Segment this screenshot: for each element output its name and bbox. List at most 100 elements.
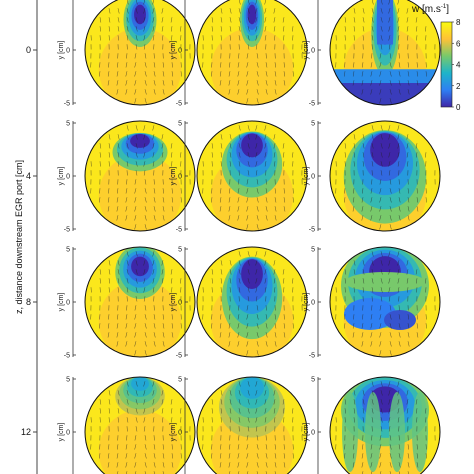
pipe-wall [196, 0, 308, 106]
velocity-arrow [135, 426, 138, 432]
y-tick-label: 0 [66, 300, 70, 307]
y-tick-label: -5 [64, 227, 70, 234]
velocity-arrow [107, 332, 110, 338]
panel-r0-c2: 5 0 -5 y [cm] [303, 0, 441, 108]
velocity-arrow [211, 17, 214, 23]
velocity-arrow [161, 8, 164, 14]
velocity-arrow [180, 26, 182, 32]
velocity-arrow [282, 269, 285, 275]
velocity-arrow [247, 35, 250, 41]
velocity-arrow [362, 314, 364, 320]
velocity-arrow [398, 80, 401, 86]
velocity-arrow [256, 453, 259, 459]
velocity-arrow [134, 305, 137, 311]
velocity-arrow [134, 188, 137, 194]
velocity-arrow [219, 323, 222, 329]
velocity-arrow [389, 179, 392, 185]
velocity-arrow [274, 453, 277, 459]
velocity-arrow [246, 350, 249, 356]
velocity-arrow [273, 278, 276, 284]
velocity-arrow [126, 8, 129, 14]
velocity-arrow [371, 53, 373, 59]
velocity-arrow [380, 408, 383, 414]
velocity-arrow [416, 35, 418, 41]
velocity-arrow [143, 0, 146, 5]
velocity-arrow [143, 134, 146, 140]
velocity-arrow [398, 332, 401, 338]
velocity-arrow [247, 287, 250, 293]
velocity-arrow [388, 134, 391, 140]
contour-level [345, 272, 425, 292]
velocity-arrow [135, 381, 138, 387]
velocity-arrow [397, 260, 400, 266]
velocity-arrow [283, 453, 286, 459]
velocity-arrow [117, 408, 120, 414]
velocity-arrow [219, 453, 222, 459]
velocity-arrow [237, 215, 240, 221]
velocity-arrow [389, 314, 392, 320]
velocity-arrow [371, 390, 374, 396]
velocity-arrow [162, 62, 164, 68]
velocity-arrow [379, 179, 382, 185]
velocity-arrow [247, 278, 250, 284]
velocity-arrow [361, 453, 364, 459]
velocity-arrow [229, 269, 232, 275]
velocity-arrow [162, 215, 165, 221]
velocity-arrow [264, 143, 267, 149]
velocity-arrow [380, 381, 383, 387]
velocity-arrow [246, 314, 249, 320]
y-tick-label: 5 [178, 121, 182, 128]
velocity-arrow [238, 305, 240, 311]
velocity-arrow [380, 417, 383, 423]
panel-r2-c0: 5 0 -5 y [cm] [58, 246, 196, 360]
velocity-arrow [407, 62, 409, 68]
velocity-arrow [406, 399, 409, 405]
velocity-arrow [152, 251, 155, 257]
velocity-arrow [371, 269, 374, 275]
velocity-arrow [380, 35, 383, 41]
velocity-arrow [264, 381, 267, 387]
velocity-arrow [238, 143, 241, 149]
velocity-arrow [283, 80, 286, 86]
velocity-arrow [99, 453, 101, 459]
pipe-wall [329, 246, 441, 358]
velocity-arrow [283, 206, 286, 212]
velocity-arrow [152, 269, 155, 275]
velocity-arrow [247, 260, 250, 266]
contour-level [344, 298, 396, 330]
velocity-arrow [237, 332, 240, 338]
velocity-arrow [256, 341, 259, 347]
velocity-arrow [246, 188, 249, 194]
velocity-arrow [274, 62, 276, 68]
velocity-arrow [407, 444, 409, 450]
velocity-arrow [180, 278, 182, 284]
velocity-arrow [144, 188, 147, 194]
velocity-arrow [135, 260, 138, 266]
velocity-arrow [161, 260, 164, 266]
velocity-arrow [283, 197, 286, 203]
velocity-arrow [228, 453, 231, 459]
velocity-arrow [398, 197, 401, 203]
velocity-arrow [126, 278, 129, 284]
velocity-arrow [344, 453, 346, 459]
velocity-arrow [219, 332, 222, 338]
velocity-arrow [256, 224, 259, 230]
velocity-arrow [371, 26, 374, 32]
velocity-arrow [425, 408, 427, 414]
velocity-arrow [125, 341, 128, 347]
velocity-arrow [406, 278, 409, 284]
velocity-arrow [407, 453, 410, 459]
pipe-wall [84, 120, 196, 232]
velocity-arrow [143, 17, 146, 23]
pipe-wall [196, 246, 308, 358]
velocity-arrow [274, 323, 277, 329]
velocity-arrow [125, 80, 128, 86]
pipe-wall [196, 376, 308, 474]
velocity-arrow [211, 453, 213, 459]
velocity-arrow [247, 426, 250, 432]
velocity-arrow [220, 8, 223, 14]
velocity-arrow [143, 296, 146, 302]
velocity-arrow [398, 89, 401, 95]
y-tick-label: 5 [66, 247, 70, 254]
velocity-arrow [246, 453, 249, 459]
